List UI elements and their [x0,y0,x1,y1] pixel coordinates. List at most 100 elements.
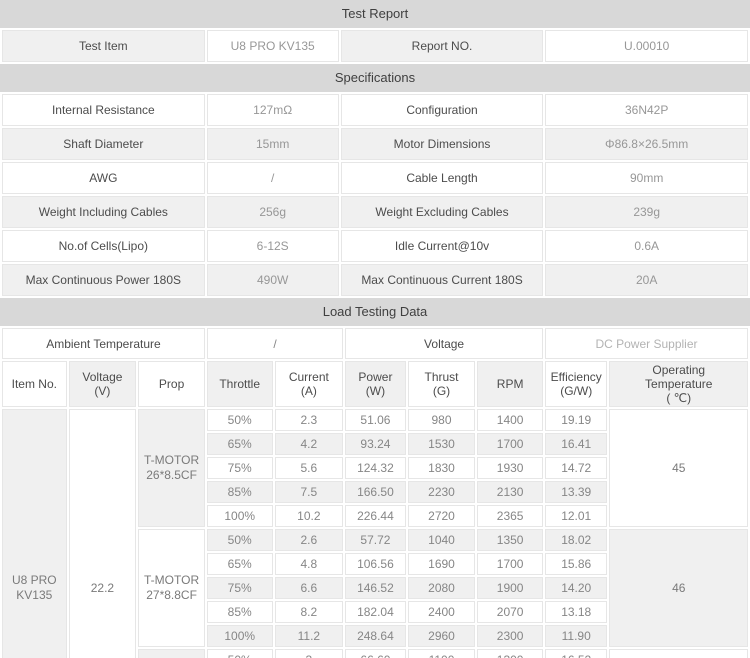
current-cell: 2.6 [274,529,344,551]
column-header: Item No. [2,361,67,407]
spec-label: Cable Length [340,162,544,194]
thrust-cell: 980 [407,409,476,431]
thrust-cell: 1830 [407,457,476,479]
spec-label: Idle Current@10v [340,230,544,262]
item-no-cell: U8 PRO KV135 [2,409,67,658]
load-data-row: 100% 10.2 226.44 2720 2365 12.01 [2,505,748,527]
current-cell: 4.2 [274,433,344,455]
load-data-row: T-MOTOR 27*8.8CF 50% 2.6 57.72 1040 1350 18.02… [2,529,748,647]
throttle-cell: 100% [206,505,273,527]
load-data-row: 85% 8.2 182.04 2400 2070 13.18 [2,601,748,623]
spec-value: 15mm [206,128,339,160]
spec-value: 90mm [545,162,748,194]
column-header: Efficiency (G/W) [544,361,608,407]
thrust-cell: 2080 [407,577,476,599]
throttle-cell: 65% [206,433,273,455]
throttle-cell: 50% [206,649,273,658]
specifications-title: Specifications [0,64,750,92]
spec-value: Φ86.8×26.5mm [545,128,748,160]
column-header: Thrust (G) [407,361,476,407]
spec-row: Shaft Diameter 15mm Motor Dimensions Φ86.8×… [2,128,748,160]
column-header: Throttle [206,361,273,407]
thrust-cell: 1690 [407,553,476,575]
current-cell: 10.2 [274,505,344,527]
load-data-row: T-MOTOR 28*9.2CF50%366.601100130016.5247 [2,649,748,658]
efficiency-cell: 12.01 [544,505,608,527]
efficiency-cell: 18.02 [544,529,608,551]
current-cell: 7.5 [274,481,344,503]
efficiency-cell: 14.72 [544,457,608,479]
spec-value: 256g [206,196,339,228]
load-data-row: 100% 11.2 248.64 2960 2300 11.90 [2,625,748,647]
column-header: Power (W) [345,361,406,407]
load-header-row: Item No. Voltage (V) Prop Throttle Current (… [2,361,748,407]
load-data-row: 75% 5.6 124.32 1830 1930 14.72 [2,457,748,479]
report-info-table: Test Item U8 PRO KV135 Report NO. U.00010 [0,28,750,64]
spec-label: Configuration [340,94,544,126]
efficiency-cell: 13.39 [544,481,608,503]
thrust-cell: 2960 [407,625,476,647]
spec-label: AWG [2,162,205,194]
power-cell: 166.50 [345,481,406,503]
power-cell: 248.64 [345,625,406,647]
voltage-source-label: Voltage [345,328,543,359]
spec-row: Internal Resistance 127mΩ Configuration 36N… [2,94,748,126]
rpm-cell: 1930 [477,457,543,479]
thrust-cell: 1530 [407,433,476,455]
column-header: RPM [477,361,543,407]
column-header: Operating Temperature ( ℃) [609,361,748,407]
thrust-cell: 1100 [407,649,476,658]
prop-cell: T-MOTOR 28*9.2CF [138,649,205,658]
throttle-cell: 50% [206,409,273,431]
power-cell: 106.56 [345,553,406,575]
spec-value: 6-12S [206,230,339,262]
spec-label: Internal Resistance [2,94,205,126]
thrust-cell: 2400 [407,601,476,623]
thrust-cell: 1040 [407,529,476,551]
power-cell: 51.06 [345,409,406,431]
spec-value: 239g [545,196,748,228]
load-meta-row: Ambient Temperature / Voltage DC Power S… [2,328,748,359]
spec-label: Max Continuous Current 180S [340,264,544,296]
spec-row: AWG / Cable Length 90mm [2,162,748,194]
operating-temperature-cell: 47 [609,649,748,658]
report-info-row: Test Item U8 PRO KV135 Report NO. U.00010 [2,30,748,62]
spec-label: Max Continuous Power 180S [2,264,205,296]
throttle-cell: 75% [206,577,273,599]
spec-label: Motor Dimensions [340,128,544,160]
rpm-cell: 1400 [477,409,543,431]
prop-cell: T-MOTOR 27*8.8CF [138,529,205,647]
voltage-cell: 22.2 [68,409,137,658]
thrust-cell: 2720 [407,505,476,527]
report-info-label: Report NO. [340,30,544,62]
load-testing-title: Load Testing Data [0,298,750,326]
current-cell: 8.2 [274,601,344,623]
power-cell: 146.52 [345,577,406,599]
power-cell: 226.44 [345,505,406,527]
spec-label: Weight Including Cables [2,196,205,228]
spec-value: 127mΩ [206,94,339,126]
current-cell: 5.6 [274,457,344,479]
thrust-cell: 2230 [407,481,476,503]
test-report-title: Test Report [0,0,750,28]
rpm-cell: 1300 [477,649,543,658]
prop-cell: T-MOTOR 26*8.5CF [138,409,205,527]
dc-power-supplier-value: DC Power Supplier [544,328,748,359]
throttle-cell: 85% [206,601,273,623]
throttle-cell: 100% [206,625,273,647]
current-cell: 2.3 [274,409,344,431]
report-info-label: Test Item [2,30,205,62]
efficiency-cell: 11.90 [544,625,608,647]
current-cell: 3 [274,649,344,658]
spec-value: / [206,162,339,194]
load-data-row: 85% 7.5 166.50 2230 2130 13.39 [2,481,748,503]
rpm-cell: 2365 [477,505,543,527]
rpm-cell: 1900 [477,577,543,599]
rpm-cell: 2300 [477,625,543,647]
column-header: Prop [138,361,205,407]
report-info-value: U8 PRO KV135 [206,30,339,62]
power-cell: 57.72 [345,529,406,551]
spec-row: Max Continuous Power 180S 490W Max Continu… [2,264,748,296]
load-data-row: 65% 4.2 93.24 1530 1700 16.41 [2,433,748,455]
column-header: Current (A) [274,361,344,407]
